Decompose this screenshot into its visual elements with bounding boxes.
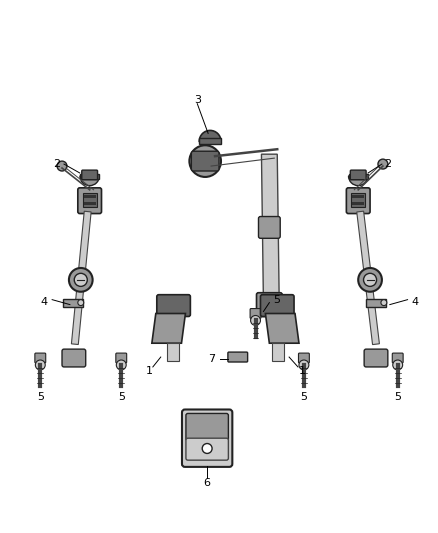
Text: 3: 3 <box>194 95 201 105</box>
Text: 2: 2 <box>384 159 392 169</box>
Bar <box>352 201 364 205</box>
Text: 2: 2 <box>53 159 60 169</box>
FancyBboxPatch shape <box>186 414 228 441</box>
Circle shape <box>117 360 126 370</box>
FancyBboxPatch shape <box>261 295 294 317</box>
FancyBboxPatch shape <box>35 353 46 363</box>
FancyBboxPatch shape <box>186 438 228 460</box>
FancyBboxPatch shape <box>228 352 247 362</box>
FancyBboxPatch shape <box>62 349 86 367</box>
Circle shape <box>202 443 212 454</box>
Wedge shape <box>80 176 99 185</box>
Polygon shape <box>261 154 279 303</box>
Bar <box>262 297 276 308</box>
Bar <box>63 298 83 306</box>
Circle shape <box>69 268 92 292</box>
Wedge shape <box>199 131 221 141</box>
FancyBboxPatch shape <box>364 349 388 367</box>
Circle shape <box>378 159 388 169</box>
FancyBboxPatch shape <box>350 170 366 180</box>
FancyBboxPatch shape <box>182 409 232 467</box>
Circle shape <box>57 161 67 171</box>
Circle shape <box>189 146 221 177</box>
FancyBboxPatch shape <box>298 353 309 363</box>
Text: 6: 6 <box>204 478 211 488</box>
Bar <box>351 193 365 207</box>
Text: 5: 5 <box>37 392 44 402</box>
Text: 5: 5 <box>118 392 125 402</box>
Wedge shape <box>349 176 368 185</box>
Text: 5: 5 <box>273 295 280 305</box>
Bar <box>83 193 96 207</box>
Text: 4: 4 <box>41 297 48 306</box>
FancyBboxPatch shape <box>392 353 403 363</box>
Polygon shape <box>71 211 91 344</box>
Circle shape <box>35 360 45 370</box>
Text: 1: 1 <box>145 366 152 376</box>
Text: 5: 5 <box>394 392 401 402</box>
Bar <box>84 201 95 205</box>
Bar <box>84 195 95 198</box>
FancyBboxPatch shape <box>257 293 282 317</box>
Bar <box>272 343 284 361</box>
Circle shape <box>381 300 387 305</box>
Text: 1: 1 <box>298 366 305 376</box>
FancyBboxPatch shape <box>157 295 191 317</box>
Circle shape <box>299 360 309 370</box>
Text: 7: 7 <box>208 354 215 364</box>
FancyBboxPatch shape <box>116 353 127 363</box>
Circle shape <box>78 300 84 305</box>
Bar <box>199 139 221 144</box>
FancyBboxPatch shape <box>250 309 261 318</box>
Bar <box>80 174 99 179</box>
FancyBboxPatch shape <box>82 170 98 180</box>
Polygon shape <box>265 313 299 343</box>
FancyBboxPatch shape <box>78 188 102 214</box>
Bar <box>167 343 179 361</box>
Bar <box>352 195 364 198</box>
FancyBboxPatch shape <box>191 151 219 171</box>
Bar <box>349 174 368 179</box>
Polygon shape <box>152 313 185 343</box>
Circle shape <box>364 273 377 286</box>
Text: 5: 5 <box>300 392 307 402</box>
Bar <box>366 298 386 306</box>
Circle shape <box>393 360 403 370</box>
FancyBboxPatch shape <box>346 188 370 214</box>
Text: 4: 4 <box>412 297 419 306</box>
Circle shape <box>251 316 261 325</box>
Polygon shape <box>357 211 379 345</box>
Circle shape <box>74 273 87 286</box>
FancyBboxPatch shape <box>258 216 280 238</box>
Circle shape <box>358 268 382 292</box>
